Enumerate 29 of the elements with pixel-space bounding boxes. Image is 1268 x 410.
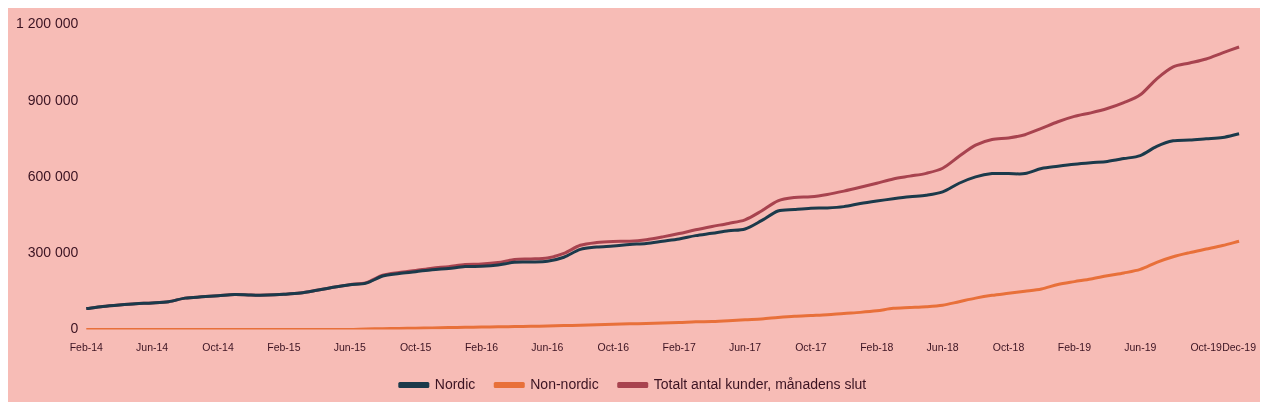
y-tick-label: 300 000 [27, 244, 79, 261]
x-tick-label: Jun-16 [531, 340, 564, 353]
y-tick-label: 900 000 [27, 91, 79, 108]
x-tick-label: Dec-19 [1222, 340, 1257, 353]
x-tick-label: Feb-19 [1057, 340, 1092, 353]
x-tick-label: Feb-15 [267, 340, 301, 353]
x-tick-label: Oct-18 [992, 340, 1025, 353]
legend-label: Nordic [434, 375, 476, 392]
y-tick-label: 600 000 [27, 167, 79, 184]
legend-label: Totalt antal kunder, månadens slut [653, 375, 867, 392]
x-tick-label: Oct-16 [597, 340, 630, 353]
x-tick-label: Feb-18 [860, 340, 894, 353]
line-series [84, 132, 1241, 311]
x-tick-label: Jun-18 [926, 340, 959, 353]
x-tick-label: Oct-17 [795, 340, 827, 353]
x-tick-label: Feb-17 [662, 340, 696, 353]
x-tick-label: Jun-14 [136, 340, 169, 353]
x-tick-label: Feb-16 [464, 340, 499, 353]
y-tick-label: 0 [70, 320, 79, 337]
x-tick-label: Jun-19 [1124, 340, 1157, 353]
x-tick-label: Oct-19 [1190, 340, 1223, 353]
x-tick-label: Oct-15 [399, 340, 432, 353]
x-tick-label: Jun-17 [728, 340, 762, 353]
line-series [84, 239, 1241, 330]
x-tick-label: Jun-15 [333, 340, 366, 353]
legend-label: Non-nordic [530, 375, 599, 392]
y-tick-label: 1 200 000 [15, 15, 79, 32]
x-tick-label: Oct-14 [202, 340, 234, 353]
x-tick-label: Feb-14 [69, 340, 104, 353]
